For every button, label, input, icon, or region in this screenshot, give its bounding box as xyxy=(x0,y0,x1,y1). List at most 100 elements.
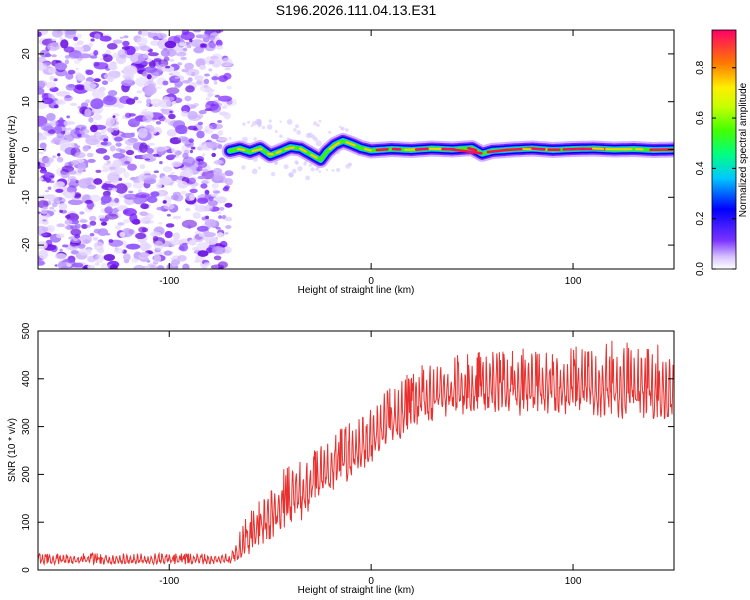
noise-speckle xyxy=(162,166,173,173)
ridge-peak-segment xyxy=(345,141,356,147)
noise-speckle xyxy=(192,30,202,33)
noise-speckle xyxy=(45,81,57,89)
noise-speckle xyxy=(206,141,218,149)
noise-speckle xyxy=(274,130,278,133)
noise-speckle xyxy=(197,250,209,257)
noise-speckle xyxy=(202,232,216,238)
noise-speckle xyxy=(122,208,137,217)
noise-speckle xyxy=(208,35,216,41)
noise-speckle xyxy=(316,123,320,127)
ridge-peak-segment xyxy=(236,148,246,151)
noise-speckle xyxy=(197,161,208,168)
noise-speckle xyxy=(42,147,47,152)
noise-speckle xyxy=(198,233,205,237)
noise-speckle xyxy=(138,226,147,233)
noise-speckle xyxy=(160,48,170,58)
noise-speckle xyxy=(39,169,48,174)
snr-x-axis-label: Height of straight line (km) xyxy=(298,585,415,596)
noise-speckle xyxy=(185,207,191,212)
noise-speckle xyxy=(189,194,195,201)
noise-speckle xyxy=(114,247,124,254)
noise-speckle xyxy=(180,56,187,61)
noise-speckle xyxy=(75,179,79,184)
noise-speckle xyxy=(85,69,94,76)
noise-speckle xyxy=(279,120,282,123)
noise-speckle xyxy=(59,117,64,123)
noise-speckle xyxy=(297,166,303,172)
noise-speckle xyxy=(160,175,172,185)
noise-speckle xyxy=(130,53,146,64)
x-tick-label: 0 xyxy=(368,576,374,587)
colorbar-tick-label: 0.4 xyxy=(695,161,706,175)
noise-speckle xyxy=(153,232,159,236)
noise-speckle xyxy=(77,53,92,59)
noise-speckle xyxy=(57,260,67,269)
noise-speckle xyxy=(140,61,149,66)
y-tick-label: 0 xyxy=(21,146,32,152)
noise-speckle xyxy=(107,127,114,133)
noise-speckle xyxy=(225,225,232,229)
y-tick-label: -10 xyxy=(21,190,32,205)
noise-speckle xyxy=(139,142,148,153)
noise-speckle xyxy=(218,215,223,219)
noise-speckle xyxy=(268,119,272,123)
noise-speckle xyxy=(103,138,109,142)
noise-speckle xyxy=(257,123,262,128)
noise-speckle xyxy=(227,217,232,222)
noise-speckle xyxy=(128,113,136,117)
colorbar-tick-label: 0.8 xyxy=(695,60,706,74)
noise-speckle xyxy=(270,171,276,177)
noise-speckle xyxy=(286,137,290,140)
noise-speckle xyxy=(74,233,81,239)
noise-speckle xyxy=(217,137,229,142)
y-tick-label: 100 xyxy=(21,513,32,530)
ridge-peak-segment xyxy=(310,153,318,159)
noise-speckle xyxy=(224,217,228,221)
noise-speckle xyxy=(188,239,197,246)
noise-speckle xyxy=(190,146,196,150)
noise-speckle xyxy=(51,30,63,38)
noise-speckle xyxy=(164,118,171,124)
noise-speckle xyxy=(81,224,88,229)
noise-speckle xyxy=(175,124,188,135)
noise-speckle xyxy=(212,188,218,192)
noise-speckle xyxy=(146,58,153,62)
noise-speckle xyxy=(199,64,207,70)
noise-speckle xyxy=(93,50,99,56)
noise-speckle xyxy=(110,199,116,203)
noise-speckle xyxy=(87,184,96,190)
noise-speckle xyxy=(175,51,187,57)
noise-speckle xyxy=(164,231,173,239)
noise-speckle xyxy=(184,62,194,70)
noise-speckle xyxy=(181,30,190,36)
noise-speckle xyxy=(70,250,79,255)
noise-speckle xyxy=(113,125,120,131)
noise-speckle xyxy=(64,55,71,59)
noise-speckle xyxy=(155,86,163,90)
noise-speckle xyxy=(117,104,125,109)
noise-speckle xyxy=(251,120,257,126)
noise-speckle xyxy=(185,85,195,93)
noise-speckle xyxy=(38,80,48,87)
noise-speckle xyxy=(164,250,173,256)
noise-speckle xyxy=(82,129,90,134)
noise-speckle xyxy=(126,243,141,250)
colorbar-gradient xyxy=(711,29,737,270)
noise-speckle xyxy=(98,86,106,92)
noise-speckle xyxy=(261,125,266,130)
noise-speckle xyxy=(103,254,116,261)
noise-speckle xyxy=(53,155,58,159)
noise-speckle xyxy=(84,108,92,117)
noise-speckle xyxy=(156,206,165,211)
noise-speckle xyxy=(95,254,105,263)
noise-speckle xyxy=(79,244,86,247)
y-tick-label: 10 xyxy=(21,96,32,108)
noise-speckle xyxy=(318,170,322,173)
noise-speckle xyxy=(162,200,167,204)
noise-speckle xyxy=(38,260,45,266)
noise-speckle xyxy=(218,207,225,211)
noise-speckle xyxy=(173,149,177,153)
noise-speckle xyxy=(119,95,131,104)
noise-speckle xyxy=(315,168,318,171)
